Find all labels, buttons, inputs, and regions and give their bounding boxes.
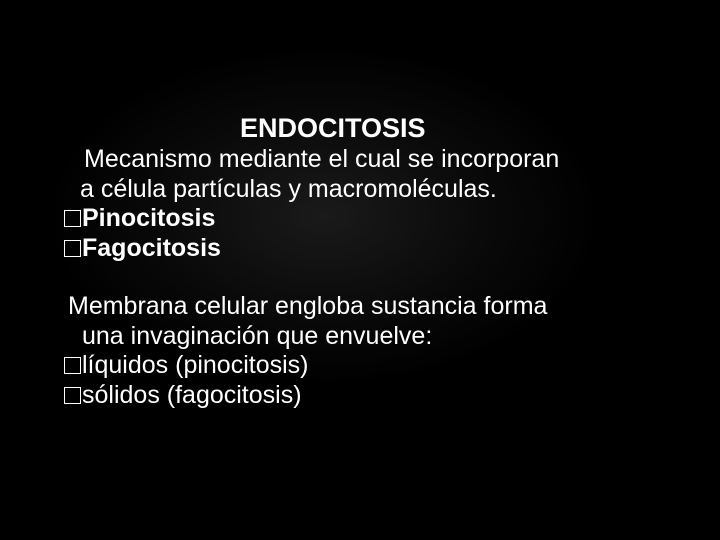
para1-line2: a célula partículas y macromoléculas.	[60, 174, 680, 204]
paragraph-2: Membrana celular engloba sustancia forma…	[60, 291, 680, 351]
bullet-liquidos: líquidos (pinocitosis)	[60, 351, 680, 381]
para2-line2: una invaginación que envuelve:	[60, 321, 680, 351]
box-icon	[64, 210, 81, 227]
bullet-fagocitosis: Fagocitosis	[60, 234, 680, 264]
bullet-pinocitosis: Pinocitosis	[60, 204, 680, 234]
bullet-label: líquidos (pinocitosis)	[82, 351, 309, 379]
title-text: ENDOCITOSIS	[240, 113, 426, 143]
slide: ENDOCITOSIS Mecanismo mediante el cual s…	[0, 0, 720, 540]
box-icon	[64, 387, 81, 404]
bullet-label: Fagocitosis	[82, 234, 221, 262]
box-icon	[64, 357, 81, 374]
bullet-solidos: sólidos (fagocitosis)	[60, 381, 680, 411]
bullet-label: sólidos (fagocitosis)	[82, 381, 302, 409]
content-block: ENDOCITOSIS Mecanismo mediante el cual s…	[60, 112, 680, 410]
para1-line1: Mecanismo mediante el cual se incorporan	[60, 144, 680, 174]
slide-title: ENDOCITOSIS	[60, 112, 680, 144]
bullet-label: Pinocitosis	[82, 204, 215, 232]
spacer	[60, 263, 680, 291]
box-icon	[64, 240, 81, 257]
para2-line1: Membrana celular engloba sustancia forma	[60, 291, 680, 321]
